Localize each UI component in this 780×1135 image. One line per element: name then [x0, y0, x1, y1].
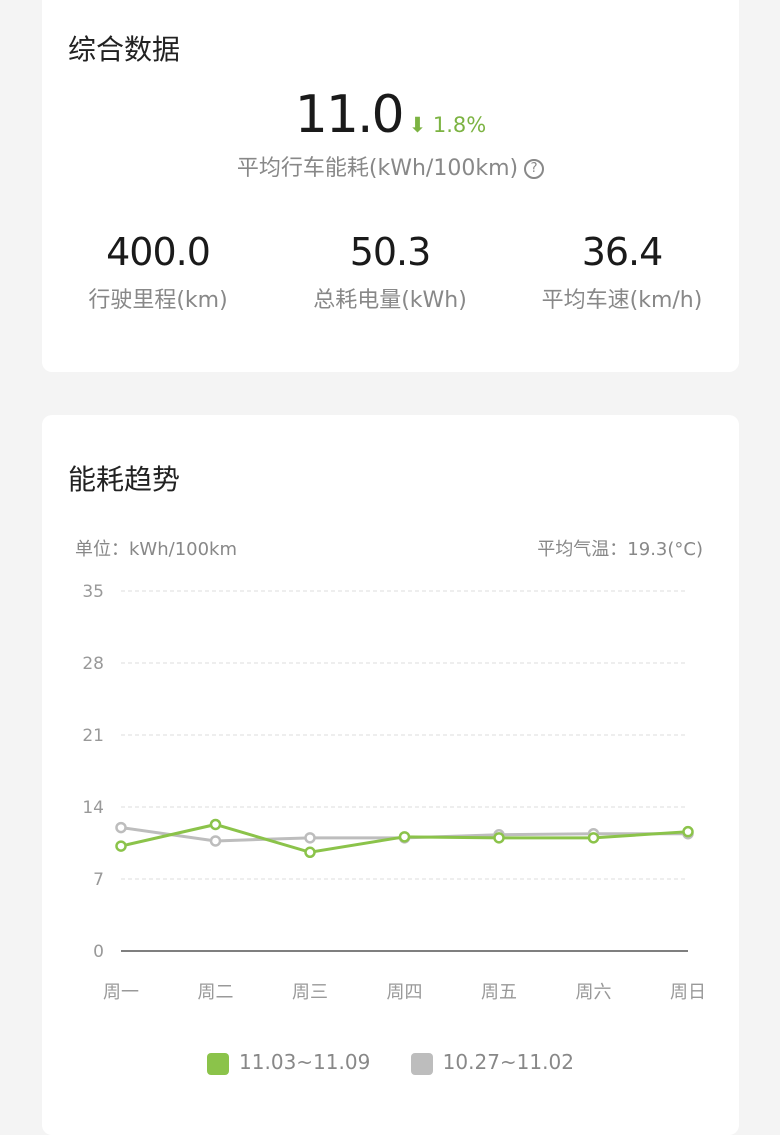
x-tick-label: 周三 [292, 982, 328, 1003]
legend-item-previous[interactable]: 10.27~11.02 [410, 1050, 574, 1075]
change-indicator: ⬇ 1.8% [409, 113, 487, 137]
legend-label: 10.27~11.02 [442, 1050, 574, 1074]
data-point [115, 821, 127, 834]
trend-card: 能耗趋势 单位：kWh/100km 平均气温：19.3(°C) 0 7 14 21 28… [42, 415, 739, 1135]
unit-label: 单位：kWh/100km [75, 539, 238, 560]
data-point [493, 832, 505, 844]
stat-value: 36.4 [581, 230, 664, 274]
stat-label: 总耗电量(kWh) [313, 288, 467, 313]
summary-card: 综合数据 11.0 ⬇ 1.8% 平均行车能耗(kWh/100km)? 400.0… [42, 0, 739, 372]
y-tick-label: 35 [82, 582, 104, 602]
stat-value: 400.0 [106, 230, 211, 274]
temperature-label: 平均气温：19.3(°C) [537, 539, 703, 560]
stat-mileage: 400.0 行驶里程(km) [42, 230, 274, 314]
trend-chart: 0 7 14 21 28 35 周一 周二 周三 周四 周五 周六 周日 [82, 582, 706, 1003]
x-tick-label: 周五 [481, 982, 517, 1003]
legend-label: 11.03~11.09 [239, 1050, 371, 1074]
x-tick-label: 周一 [103, 982, 139, 1003]
x-tick-label: 周二 [198, 982, 234, 1003]
summary-title: 综合数据 [68, 33, 181, 66]
data-point [304, 846, 316, 859]
legend-swatch [207, 1052, 230, 1075]
stat-speed: 36.4 平均车速(km/h) [506, 230, 738, 314]
legend: 11.03~11.09 10.27~11.02 [42, 1050, 739, 1075]
data-point [209, 835, 222, 847]
y-tick-label: 0 [93, 942, 104, 962]
stat-label: 平均车速(km/h) [541, 288, 703, 313]
avg-consumption: 11.0 ⬇ 1.8% [42, 85, 739, 145]
data-point [304, 832, 316, 844]
data-point [115, 840, 127, 852]
trend-title: 能耗趋势 [68, 463, 181, 496]
x-tick-label: 周六 [576, 982, 612, 1003]
y-tick-label: 7 [93, 870, 104, 890]
question-circle-icon[interactable]: ? [524, 159, 545, 179]
arrow-down-icon: ⬇ [408, 113, 427, 137]
change-value: 1.8% [432, 113, 487, 137]
x-tick-label: 周日 [670, 982, 706, 1003]
x-tick-label: 周四 [387, 982, 423, 1003]
y-tick-label: 21 [82, 726, 104, 746]
legend-item-current[interactable]: 11.03~11.09 [207, 1050, 371, 1075]
y-tick-label: 28 [82, 654, 104, 674]
stat-value: 50.3 [349, 230, 432, 274]
stat-energy: 50.3 总耗电量(kWh) [274, 230, 506, 314]
y-tick-label: 14 [82, 798, 104, 818]
data-point [682, 825, 694, 838]
stat-label: 行驶里程(km) [88, 288, 228, 313]
legend-swatch [410, 1052, 433, 1075]
data-point [398, 831, 411, 843]
data-point [587, 832, 600, 844]
avg-consumption-value: 11.0 [294, 85, 405, 145]
data-point [209, 818, 222, 831]
avg-consumption-label: 平均行车能耗(kWh/100km) [236, 156, 519, 181]
